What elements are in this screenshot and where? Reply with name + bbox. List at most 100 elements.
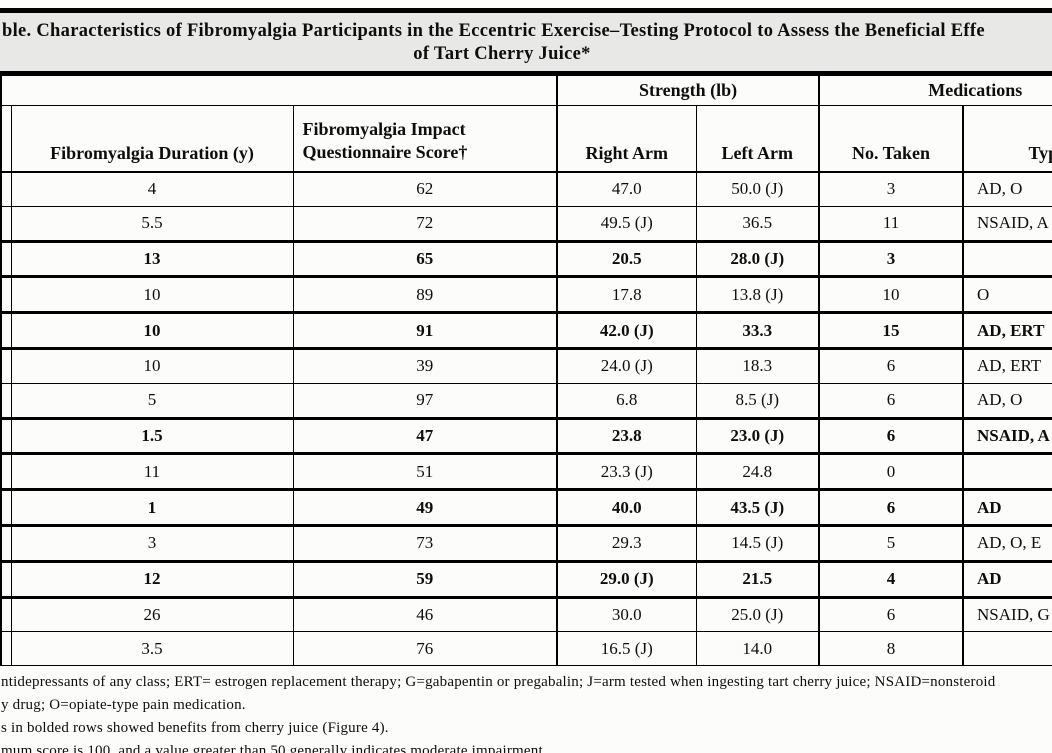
table-row: 4 62 47.0 50.0 (J) 3 AD, O <box>0 171 1052 207</box>
table-title-band: ble. Characteristics of Fibromyalgia Par… <box>0 13 1052 75</box>
cell-right-arm: 40.0 <box>556 488 697 527</box>
cell-no-taken: 11 <box>818 205 964 242</box>
cell-no-taken: 8 <box>818 631 964 667</box>
cell-fiq: 59 <box>292 559 558 599</box>
cell-fiq: 47 <box>292 416 558 456</box>
cell-type: AD, O <box>962 171 1052 207</box>
cell-no-taken: 10 <box>818 276 964 314</box>
cell-stub <box>0 311 12 350</box>
cell-stub <box>0 524 12 562</box>
cell-stub <box>0 416 12 456</box>
table-title-line2: of Tart Cherry Juice* <box>413 44 591 64</box>
cell-type <box>962 631 1052 667</box>
col-header-type: Type <box>962 105 1052 173</box>
cell-duration: 1.5 <box>10 416 294 456</box>
col-header-fiq-line1: Fibromyalgia Impact <box>302 119 466 139</box>
cell-type: NSAID, A <box>962 416 1052 456</box>
cell-stub <box>0 596 12 633</box>
cell-no-taken: 3 <box>818 171 964 207</box>
cell-no-taken: 5 <box>818 524 964 562</box>
cell-fiq: 91 <box>292 311 558 350</box>
col-header-no-taken: No. Taken <box>818 105 964 173</box>
cell-duration: 26 <box>10 596 294 633</box>
col-header-stub <box>0 105 12 173</box>
table-row: 5 97 6.8 8.5 (J) 6 AD, O <box>0 382 1052 419</box>
cell-type: AD <box>962 488 1052 527</box>
cell-left-arm: 14.5 (J) <box>695 524 820 562</box>
cell-right-arm: 23.3 (J) <box>556 453 697 491</box>
cell-left-arm: 8.5 (J) <box>695 382 820 419</box>
cell-duration: 5.5 <box>10 205 294 242</box>
cell-right-arm: 42.0 (J) <box>556 311 697 350</box>
cell-left-arm: 23.0 (J) <box>695 416 820 456</box>
cell-duration: 3 <box>10 524 294 562</box>
cell-fiq: 76 <box>292 631 558 667</box>
cell-type: AD, O, E <box>962 524 1052 562</box>
cell-stub <box>0 382 12 419</box>
table-figure: ble. Characteristics of Fibromyalgia Par… <box>0 8 1052 753</box>
cell-fiq: 72 <box>292 205 558 242</box>
cell-duration: 1 <box>10 488 294 527</box>
cell-fiq: 46 <box>292 596 558 633</box>
col-header-fiq: Fibromyalgia Impact Questionnaire Score† <box>292 105 558 173</box>
cell-type: NSAID, G <box>962 596 1052 633</box>
cell-left-arm: 28.0 (J) <box>695 239 820 279</box>
cell-no-taken: 4 <box>818 559 964 599</box>
cell-right-arm: 6.8 <box>556 382 697 419</box>
cell-right-arm: 30.0 <box>556 596 697 633</box>
cell-left-arm: 18.3 <box>695 347 820 384</box>
table-row: 12 59 29.0 (J) 21.5 4 AD <box>0 559 1052 599</box>
table-row: 13 65 20.5 28.0 (J) 3 <box>0 239 1052 279</box>
cell-right-arm: 49.5 (J) <box>556 205 697 242</box>
cell-stub <box>0 347 12 384</box>
table-row: 11 51 23.3 (J) 24.8 0 <box>0 453 1052 491</box>
cell-fiq: 97 <box>292 382 558 419</box>
cell-type: AD, O <box>962 382 1052 419</box>
group-header-row: Strength (lb) Medications <box>0 75 1052 106</box>
footnotes: ntidepressants of any class; ERT= estrog… <box>0 671 1052 753</box>
cell-type <box>962 453 1052 491</box>
footnote-abbreviations-line2: y drug; O=opiate-type pain medication. <box>1 697 246 714</box>
cell-right-arm: 47.0 <box>556 171 697 207</box>
table-row: 26 46 30.0 25.0 (J) 6 NSAID, G <box>0 596 1052 633</box>
cell-left-arm: 50.0 (J) <box>695 171 820 207</box>
cell-no-taken: 6 <box>818 382 964 419</box>
cell-left-arm: 43.5 (J) <box>695 488 820 527</box>
cell-type: AD, ERT <box>962 311 1052 350</box>
cell-duration: 5 <box>10 382 294 419</box>
cell-stub <box>0 559 12 599</box>
cell-left-arm: 24.8 <box>695 453 820 491</box>
cell-stub <box>0 453 12 491</box>
characteristics-table: Strength (lb) Medications Fibromyalgia D… <box>0 75 1052 667</box>
cell-stub <box>0 205 12 242</box>
cell-stub <box>0 171 12 207</box>
cell-type: NSAID, A <box>962 205 1052 242</box>
cell-no-taken: 6 <box>818 488 964 527</box>
table-row: 3.5 76 16.5 (J) 14.0 8 <box>0 631 1052 667</box>
footnote-abbreviations-line1: ntidepressants of any class; ERT= estrog… <box>1 674 996 691</box>
cell-fiq: 73 <box>292 524 558 562</box>
cell-duration: 13 <box>10 239 294 279</box>
group-header-strength: Strength (lb) <box>556 75 820 106</box>
cell-fiq: 49 <box>292 488 558 527</box>
cell-stub <box>0 239 12 279</box>
cell-fiq: 65 <box>292 239 558 279</box>
table-body: 4 62 47.0 50.0 (J) 3 AD, O 5.5 72 49.5 (… <box>0 171 1052 667</box>
cell-duration: 3.5 <box>10 631 294 667</box>
cell-no-taken: 0 <box>818 453 964 491</box>
cell-fiq: 39 <box>292 347 558 384</box>
cell-fiq: 89 <box>292 276 558 314</box>
footnote-bolded-rows: s in bolded rows showed benefits from ch… <box>1 720 389 737</box>
cell-left-arm: 36.5 <box>695 205 820 242</box>
column-header-row: Fibromyalgia Duration (y) Fibromyalgia I… <box>0 105 1052 173</box>
cell-type: O <box>962 276 1052 314</box>
top-rule <box>0 8 1052 13</box>
cell-left-arm: 13.8 (J) <box>695 276 820 314</box>
cell-no-taken: 6 <box>818 347 964 384</box>
cell-duration: 10 <box>10 276 294 314</box>
cell-stub <box>0 631 12 667</box>
cell-type: AD, ERT <box>962 347 1052 384</box>
cell-right-arm: 29.3 <box>556 524 697 562</box>
cell-right-arm: 24.0 (J) <box>556 347 697 384</box>
